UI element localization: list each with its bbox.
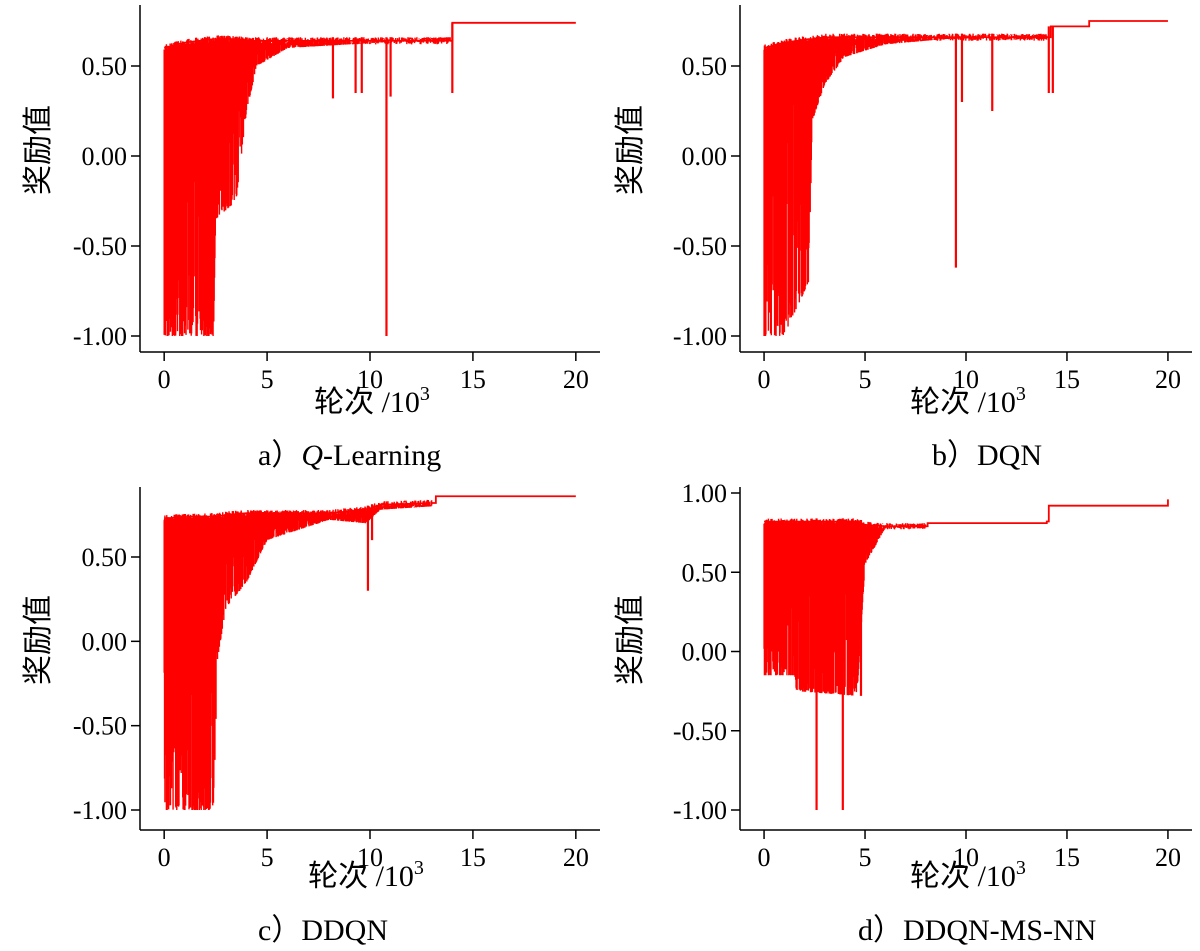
xlabel-text-b: 轮次 /10 [910,386,1016,419]
y-tick-label: -0.50 [73,712,127,741]
xlabel-sup-c: 3 [414,857,424,879]
reward-series-d [763,499,1169,810]
xlabel-sup-a: 3 [420,383,430,405]
ticks-a: -1.00 -0.50 0.00 0.50 0 5 10 15 20 [73,52,589,394]
reward-envelope [164,502,431,520]
x-tick-label: 5 [859,843,872,872]
x-tick-label: 15 [460,843,486,872]
y-tick-label: 0.00 [682,638,728,667]
x-tick-label: 0 [758,843,771,872]
y-tick-label: 0.00 [682,142,728,171]
x-tick-label: 0 [758,365,771,394]
x-tick-label: 0 [158,843,171,872]
y-tick-label: 0.50 [82,52,128,81]
reward-oscillation [163,35,451,336]
reward-converged-line [431,495,576,504]
caption-rest-d: DDQN-MS-NN [903,914,1096,947]
y-tick-label: -1.00 [673,322,727,351]
y-tick-label: -1.00 [73,796,127,825]
x-tick-label: 20 [563,843,589,872]
reward-oscillation [163,499,433,810]
y-tick-label: -0.50 [73,232,127,261]
y-tick-label: -1.00 [673,796,727,825]
xlabel-b: 轮次 /103 [910,383,1026,419]
y-tick-label: -0.50 [673,232,727,261]
xlabel-sup-b: 3 [1016,383,1026,405]
x-tick-label: 0 [158,365,171,394]
ylabel-a: 奖励值 [22,105,55,195]
ticks-b: -1.00 -0.50 0.00 0.50 0 5 10 15 20 [673,52,1181,394]
ticks-d: -1.00 -0.50 0.00 0.50 1.00 0 5 10 15 20 [673,479,1181,872]
xlabel-sup-d: 3 [1016,857,1026,879]
panel-c: -1.00 -0.50 0.00 0.50 0 5 10 15 20 奖励值 轮次 /103 c… [22,487,600,947]
y-tick-label: 0.00 [82,627,128,656]
y-tick-label: 0.00 [82,142,128,171]
y-tick-label: 0.50 [82,543,128,572]
reward-series-c [163,495,576,810]
x-tick-label: 5 [859,365,872,394]
reward-envelope [764,520,926,528]
panel-b: -1.00 -0.50 0.00 0.50 0 5 10 15 20 奖励值 轮次 /103 b… [614,5,1192,472]
ticks-c: -1.00 -0.50 0.00 0.50 0 5 10 15 20 [73,543,589,872]
x-tick-label: 15 [1054,365,1080,394]
x-tick-label: 10 [953,843,979,872]
y-tick-label: -0.50 [673,717,727,746]
x-tick-label: 15 [1054,843,1080,872]
caption-italic-a: Q [301,439,323,472]
x-tick-label: 10 [953,365,979,394]
x-tick-label: 20 [1155,843,1181,872]
reward-oscillation [763,518,927,696]
xlabel-c: 轮次 /103 [308,857,424,893]
caption-prefix-d: d） [858,914,903,947]
caption-b: b）DQN [932,439,1042,472]
caption-prefix-a: a） [258,439,301,472]
xlabel-text-d: 轮次 /10 [910,860,1016,893]
caption-a: a）Q-Learning [258,439,441,472]
y-tick-label: -1.00 [73,322,127,351]
xlabel-text-c: 轮次 /10 [308,860,414,893]
reward-oscillation [763,33,1048,336]
reward-converged-line [1046,20,1168,39]
reward-converged-line [925,499,1169,528]
y-tick-label: 0.50 [682,52,728,81]
caption-rest-a: -Learning [323,439,441,472]
x-tick-label: 15 [460,365,486,394]
panel-d: -1.00 -0.50 0.00 0.50 1.00 0 5 10 15 20 奖励值 轮次 /1… [614,479,1192,947]
caption-rest-c: DDQN [301,914,388,947]
ylabel-c: 奖励值 [22,595,55,685]
y-tick-label: 0.50 [682,558,728,587]
reward-envelope [163,38,450,49]
x-tick-label: 20 [563,365,589,394]
ylabel-d: 奖励值 [614,595,647,685]
x-tick-label: 20 [1155,365,1181,394]
x-tick-label: 5 [261,843,274,872]
x-tick-label: 10 [357,365,383,394]
reward-series-b [763,20,1168,336]
x-tick-label: 10 [357,843,383,872]
xlabel-a: 轮次 /103 [314,383,430,419]
ylabel-b: 奖励值 [614,105,647,195]
caption-prefix-c: c） [258,914,301,947]
caption-prefix-b: b） [932,439,977,472]
x-tick-label: 5 [261,365,274,394]
reward-series-a [163,21,576,336]
caption-d: d）DDQN-MS-NN [858,914,1096,947]
panel-a: -1.00 -0.50 0.00 0.50 0 5 10 15 20 奖励值 轮次 /103 a… [22,5,600,472]
y-tick-label: 1.00 [682,479,728,508]
caption-c: c）DDQN [258,914,388,947]
reward-converged-line [450,21,576,42]
reward-envelope [763,36,1046,49]
xlabel-d: 轮次 /103 [910,857,1026,893]
xlabel-text-a: 轮次 /10 [314,386,420,419]
caption-rest-b: DQN [977,439,1042,472]
